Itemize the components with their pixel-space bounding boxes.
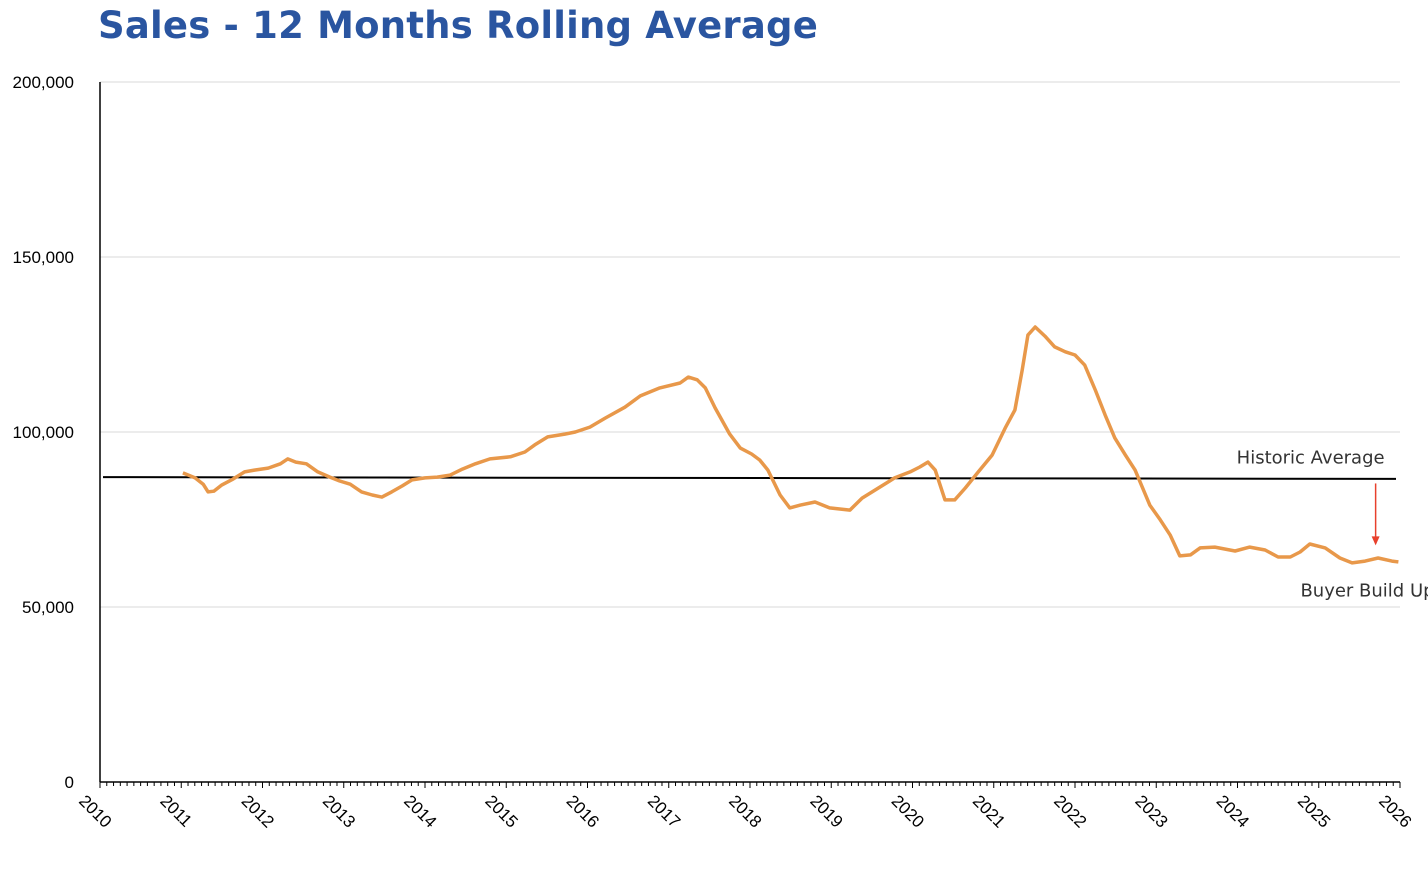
x-tick-label: 2019 <box>806 791 846 831</box>
x-tick-label: 2025 <box>1294 791 1334 831</box>
x-tick-label: 2013 <box>319 791 359 831</box>
x-tick-label: 2022 <box>1050 791 1090 831</box>
y-tick-label: 100,000 <box>13 423 74 442</box>
y-tick-label: 50,000 <box>22 598 74 617</box>
x-tick-label: 2010 <box>75 791 115 831</box>
y-tick-label: 150,000 <box>13 248 74 267</box>
x-axis-ticks: 2010 2011 2012 2013 2014 2015 2016 2017 2018 2019… <box>75 782 1415 832</box>
x-tick-label: 2017 <box>644 791 684 831</box>
x-tick-label: 2024 <box>1213 791 1253 831</box>
x-tick-label: 2021 <box>969 791 1009 831</box>
gridlines <box>100 81 1400 608</box>
chart-title: Sales - 12 Months Rolling Average <box>98 4 819 47</box>
annotations: Historic Average Buyer Build Up <box>1237 448 1428 602</box>
arrow-head-icon <box>1371 536 1380 546</box>
y-axis-ticks: 0 50,000 100,000 150,000 200,000 <box>13 73 74 792</box>
x-tick-label: 2012 <box>238 791 278 831</box>
x-tick-label: 2011 <box>156 791 195 830</box>
x-tick-label: 2015 <box>481 791 521 831</box>
x-tick-label: 2020 <box>888 791 928 831</box>
x-tick-label: 2018 <box>725 791 765 831</box>
y-tick-label: 0 <box>65 773 74 792</box>
y-tick-label: 200,000 <box>13 73 74 92</box>
historic-average-line <box>102 476 1397 480</box>
annotation-label: Buyer Build Up <box>1300 581 1428 602</box>
annotation-label: Historic Average <box>1237 448 1385 469</box>
x-tick-label: 2016 <box>563 791 603 831</box>
x-tick-label: 2026 <box>1375 791 1415 831</box>
x-tick-label: 2023 <box>1131 791 1171 831</box>
sales-series-line <box>182 325 1399 565</box>
x-tick-label: 2014 <box>400 791 440 831</box>
